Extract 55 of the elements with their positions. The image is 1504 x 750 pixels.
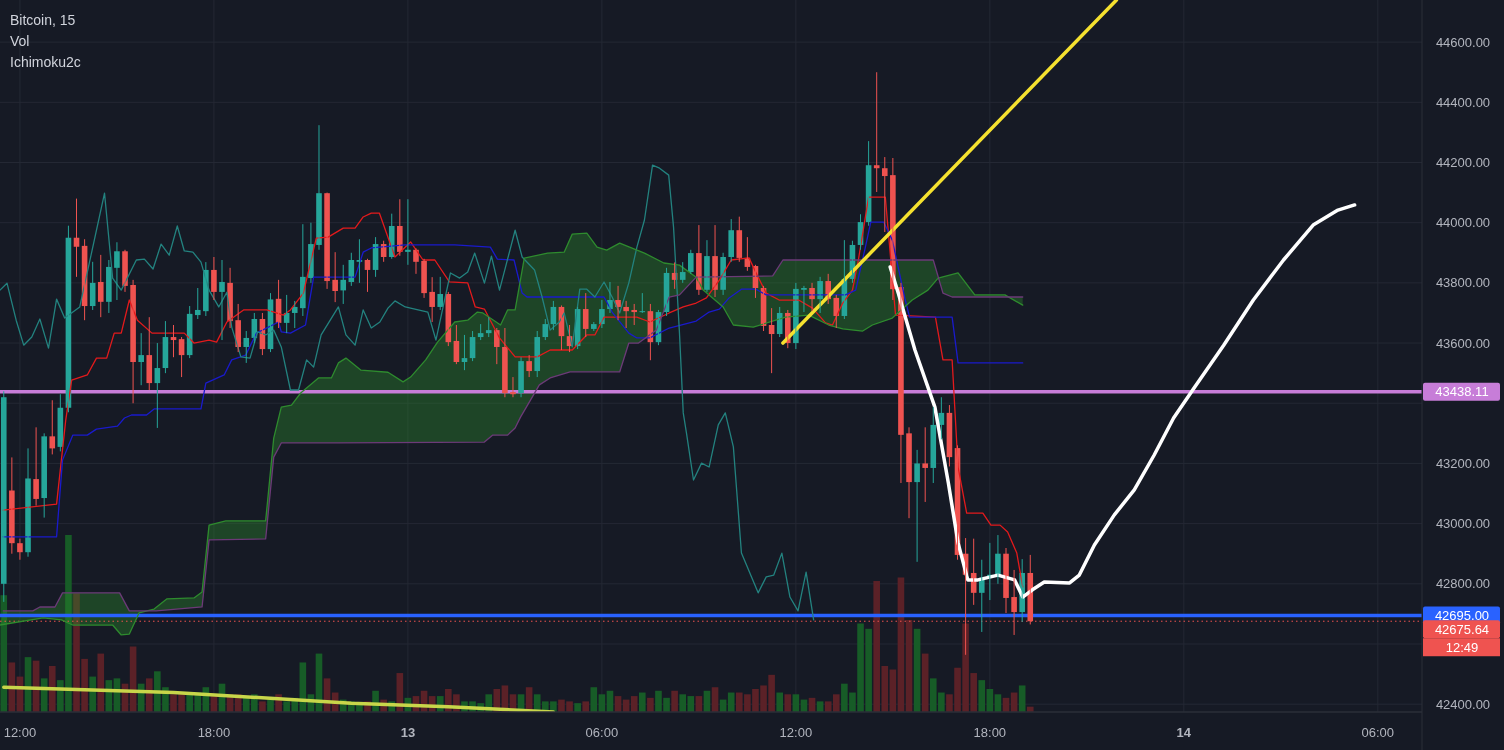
text: Bitcoin, 15 xyxy=(10,12,76,28)
candlestick xyxy=(582,292,589,338)
x-tick-label: 13 xyxy=(400,725,416,740)
candlestick xyxy=(736,216,743,263)
candlestick xyxy=(881,156,888,233)
x-tick-label: 12:00 xyxy=(3,725,37,740)
bar xyxy=(978,680,986,712)
x-tick-label: 06:00 xyxy=(1361,725,1395,740)
x-tick-label: 14 xyxy=(1176,725,1192,740)
x-tick-label: 12:00 xyxy=(779,725,813,740)
ref-line-label: 42675.64 xyxy=(1434,621,1490,637)
ref-line-label: 43438.11 xyxy=(1435,384,1489,400)
y-tick-label: 42400.00 xyxy=(1435,696,1491,712)
ref-line-label: 42695.00 xyxy=(1434,607,1490,623)
candlestick xyxy=(922,426,928,503)
y-tick-label: 44000.00 xyxy=(1435,215,1491,231)
bar xyxy=(574,703,581,712)
candlestick xyxy=(591,321,597,332)
bar xyxy=(48,665,56,712)
bar xyxy=(647,697,654,712)
candlestick xyxy=(41,432,47,519)
y-tick-label: 44200.00 xyxy=(1435,155,1491,170)
candlestick xyxy=(49,399,56,455)
bar xyxy=(97,653,105,712)
bar xyxy=(905,619,913,712)
bar xyxy=(913,628,921,712)
y-tick-label: 43200.00 xyxy=(1435,455,1491,471)
text: Ichimoku2c xyxy=(10,54,81,70)
chart-title: Vol xyxy=(10,33,30,49)
bar xyxy=(259,701,266,712)
x-tick-label: 06:00 xyxy=(585,725,619,740)
text: 12:49 xyxy=(1445,639,1479,655)
bar xyxy=(267,699,274,712)
bar xyxy=(776,692,783,712)
candlestick xyxy=(437,276,444,311)
bar xyxy=(639,692,646,712)
candlestick xyxy=(138,332,144,386)
bar xyxy=(630,696,638,712)
bar xyxy=(582,701,590,712)
y-tick-label: 44600.00 xyxy=(1435,34,1491,50)
bar xyxy=(784,694,792,712)
bar xyxy=(671,690,678,712)
bar xyxy=(0,595,8,712)
y-tick-label: 43600.00 xyxy=(1435,335,1491,351)
x-tick-label: 18:00 xyxy=(973,725,1007,740)
y-tick-label: 43800.00 xyxy=(1435,275,1491,291)
y-tick-label: 44400.00 xyxy=(1435,94,1491,110)
bar xyxy=(727,692,735,712)
candlestick xyxy=(97,254,104,318)
candlestick xyxy=(679,261,686,284)
bar xyxy=(832,694,840,712)
y-tick-label: 42800.00 xyxy=(1435,576,1491,592)
candlestick xyxy=(728,218,735,263)
x-tick-label: 18:00 xyxy=(197,725,231,740)
y-tick-label: 43000.00 xyxy=(1435,516,1491,532)
